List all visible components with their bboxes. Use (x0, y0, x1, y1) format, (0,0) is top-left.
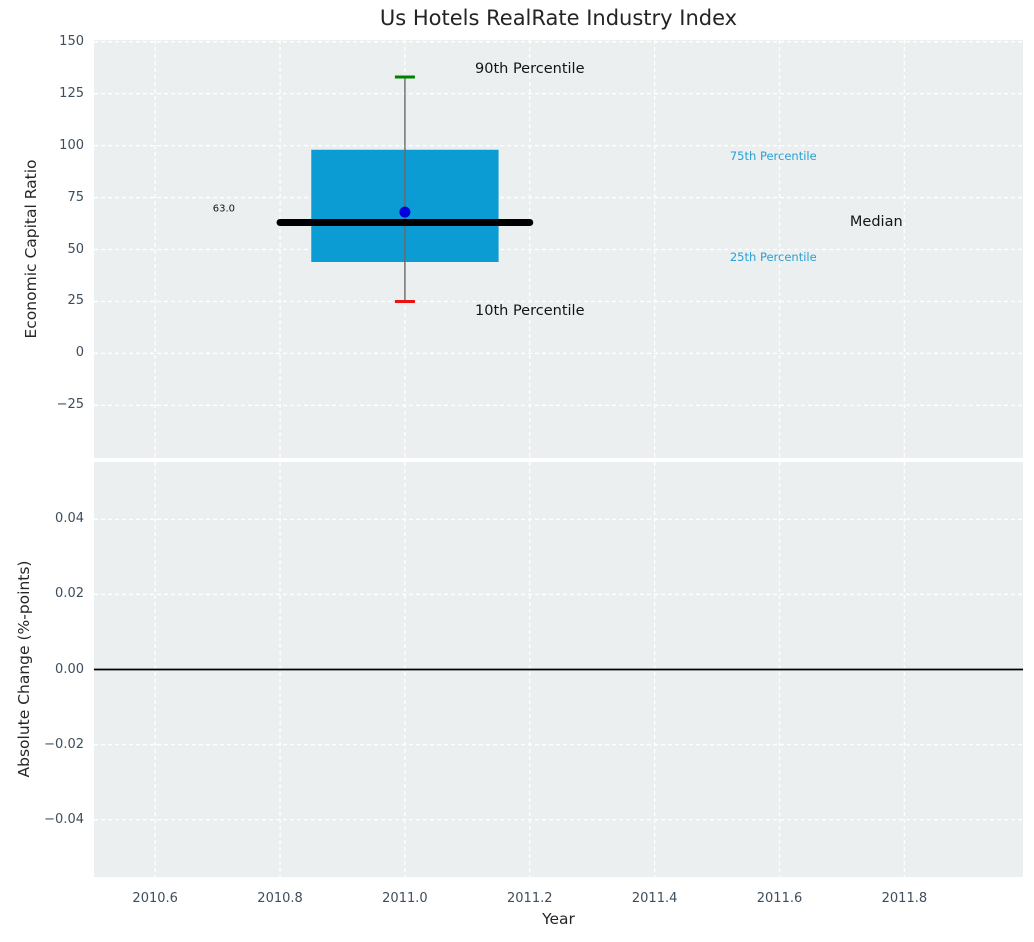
xtick-label: 2011.0 (382, 891, 428, 906)
ytick-label-top: 50 (67, 241, 84, 257)
xtick-label: 2011.6 (756, 891, 803, 906)
annotation-90th-percentile: 90th Percentile (475, 60, 585, 77)
xtick-label: 2010.6 (132, 891, 178, 906)
x-axis-label: Year (542, 910, 575, 928)
ytick-label-top: 75 (67, 189, 84, 205)
annotation-25th-percentile: 25th Percentile (729, 249, 817, 264)
ytick-label-bottom: 0.04 (55, 511, 84, 527)
ytick-label-bottom: −0.04 (44, 811, 84, 827)
ytick-label-top: 125 (59, 85, 84, 101)
ytick-label-top: 25 (67, 293, 84, 309)
axes-bottom (94, 462, 1023, 877)
xtick-label: 2011.8 (881, 891, 928, 906)
annotation-median: Median (849, 214, 903, 231)
ytick-label-bottom: 0.02 (55, 586, 84, 602)
company-marker-dot (399, 206, 411, 218)
ytick-label-top: 100 (59, 137, 84, 153)
xtick-label: 2010.8 (257, 891, 303, 906)
ytick-label-bottom: −0.02 (44, 736, 84, 752)
ytick-label-bottom: 0.00 (55, 661, 84, 677)
chart-title: Us Hotels RealRate Industry Index (379, 6, 738, 30)
ytick-label-top: 150 (59, 33, 84, 49)
xtick-label: 2011.2 (507, 891, 553, 906)
ytick-label-top: 0 (75, 345, 84, 361)
ytick-label-top: −25 (56, 397, 84, 413)
annotation-63-0: 63.0 (212, 203, 235, 215)
axes-top (94, 40, 1023, 458)
xtick-label: 2011.4 (631, 891, 678, 906)
annotation-75th-percentile: 75th Percentile (729, 148, 817, 163)
annotation-10th-percentile: 10th Percentile (475, 302, 585, 319)
